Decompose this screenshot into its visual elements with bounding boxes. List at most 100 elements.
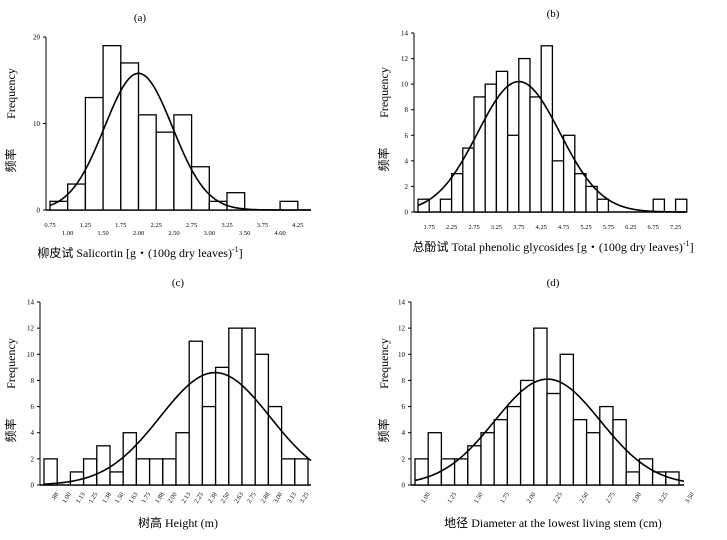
panel-b-y-tick-label: 12 [401,55,409,63]
panel-d-x-tick-label: 2.50 [578,491,590,504]
panel-c-xlabel: 树高 Height (m) [138,515,218,530]
panel-b-xlabel-cn: 总酚试 [412,239,451,254]
panel-a-xlabel-en: Salicortin [g・(100g dry leaves) [76,246,232,260]
panel-c-x-tick-label: 1.50 [114,491,126,504]
panel-c-bar [201,405,217,486]
panel-c-x-tick-label: .88 [50,491,60,502]
panel-d-bar [546,392,561,486]
panel-a-normal-curve [49,72,311,211]
panel-a-y-tick-label: 0 [37,207,41,215]
panel-d-bar [572,418,588,486]
panel-b-x-tick-label: 3.75 [513,224,524,231]
panel-b-xlabel-sup: -1 [683,239,690,248]
panel-b-bar [540,45,554,213]
panel-d-y-tick-label: 4 [402,429,406,437]
panel-a-bar [208,200,228,211]
panel-d-bar [440,458,456,486]
panel-b-ylabel-cn: 频率 [376,147,391,171]
panel-d-x-tick-label: 1.00 [420,491,432,504]
panel-a-x-tick-label: 1.25 [80,222,91,229]
panel-c-bar [82,458,98,486]
panel-c-xlabel-cn: 树高 [138,515,165,530]
panel-d-bar [533,327,548,486]
panel-d-x-tick-label: 3.00 [631,491,643,504]
panel-c-x-tick-label: 2.13 [180,491,192,504]
panel-b-x-tick-label: 5.25 [580,224,591,231]
panel-d-bar [506,405,522,486]
panel-a-xlabel: 柳皮试 Salicortin [g・(100g dry leaves)-1] [37,245,242,260]
panel-b-x-tick-label: 2.25 [446,224,457,231]
panel-c-x-tick-label: 2.00 [167,491,179,504]
panel-c-y-tick-label: 0 [31,482,35,490]
panel-a-xlabel-sup: -1 [232,245,239,254]
panel-c-bar [109,471,124,486]
panel-b-x-tick-label: 1.75 [424,224,435,231]
panel-b-bar [450,172,464,213]
panel-a-bar [173,114,193,211]
panel-b-y-tick-label: 4 [405,157,409,165]
panel-d-x-tick-label: 2.75 [605,491,617,504]
panel-c-x-tick-label: 2.63 [233,491,245,504]
panel-c-x-tick-label: 1.88 [154,491,166,504]
panel-a-x-tick-label: 4.00 [274,230,285,237]
panel-a-y-tick-label: 10 [33,120,41,128]
panel-d-bar [559,353,575,486]
panel-c-normal-curve [43,371,312,485]
panel-c-x-tick-label: 1.00 [61,491,73,504]
panel-a-ylabel-en: Frequency [4,68,18,119]
panel-d-x-tick-label: 2.25 [552,491,564,504]
panel-a-bar [137,114,157,211]
panel-a-bar [155,131,175,211]
panel-d-x-tick-label: 2.00 [526,491,538,504]
panel-c-x-tick-label: 1.25 [87,491,99,504]
panel-c-ylabel-en: Frequency [4,338,18,389]
panel-b-xlabel-en: Total phenolic glycosides [g・(100g dry l… [451,240,682,254]
panel-c-x-tick-label: 2.75 [246,491,258,504]
panel-b-x-tick-label: 5.75 [603,224,614,231]
panel-b-x-tick-label: 4.75 [558,224,569,231]
panel-c-x-tick-label: 1.75 [140,491,152,504]
panel-c-y-tick-label: 14 [27,299,35,307]
panel-d-xlabel-en: Diameter at the lowest living stem (cm) [471,516,662,530]
panel-c-bar [188,340,204,486]
panel-b-x-tick-label: 7.25 [670,224,681,231]
panel-c-y-tick-label: 12 [27,325,35,333]
panel-a-x-tick-label: 1.00 [62,230,73,237]
panel-a-x-tick-label: 2.25 [151,222,162,229]
panel-b-bar [417,198,430,213]
panel-a-x-tick-label: 0.75 [44,222,55,229]
panel-c-x-tick-label: 1.63 [128,491,140,504]
panel-c-bar [122,432,138,486]
panel-d-y-tick-label: 10 [398,351,406,359]
panel-b-bar [585,185,598,213]
panel-a-xlabel-cn: 柳皮试 [37,245,76,260]
panel-a-x-tick-label: 1.75 [115,222,126,229]
panel-a-x-tick-label: 3.00 [204,230,215,237]
panel-b-xlabel-end: ] [690,240,694,254]
panel-a-x-tick-label: 3.25 [221,222,232,229]
panel-b-bar [574,172,587,213]
panel-c-ylabel-cn: 频率 [3,418,18,442]
panel-b-bar [439,198,453,213]
panel-c-y-tick-label: 4 [31,429,35,437]
panel-d-ylabel-cn: 频率 [376,418,391,442]
panel-b-xlabel: 总酚试 Total phenolic glycosides [g・(100g d… [412,239,693,254]
panel-d-y-tick-label: 6 [402,403,406,411]
panel-c-bar [148,458,164,486]
panel-c-x-tick-label: 2.88 [260,491,272,504]
panel-d-y-tick-label: 0 [402,482,406,490]
panel-a-x-tick-label: 2.50 [168,230,179,237]
panel-c-bar [228,327,243,486]
panel-b-x-tick-label: 6.25 [625,224,636,231]
panel-b-y-tick-label: 8 [405,106,409,114]
panel-b-x-tick-label: 4.25 [536,224,547,231]
panel-a-label: (a) [134,12,147,24]
panel-a-bar [49,200,69,211]
panel-a-x-tick-label: 1.50 [97,230,108,237]
panel-b-y-tick-label: 0 [405,209,409,217]
panel-b-ylabel-en: Frequency [377,67,391,118]
panel-a-xlabel-end: ] [239,246,243,260]
panel-d-bar [585,432,601,486]
panel-a-x-tick-label: 2.75 [186,222,197,229]
panel-d-bar [519,379,535,486]
